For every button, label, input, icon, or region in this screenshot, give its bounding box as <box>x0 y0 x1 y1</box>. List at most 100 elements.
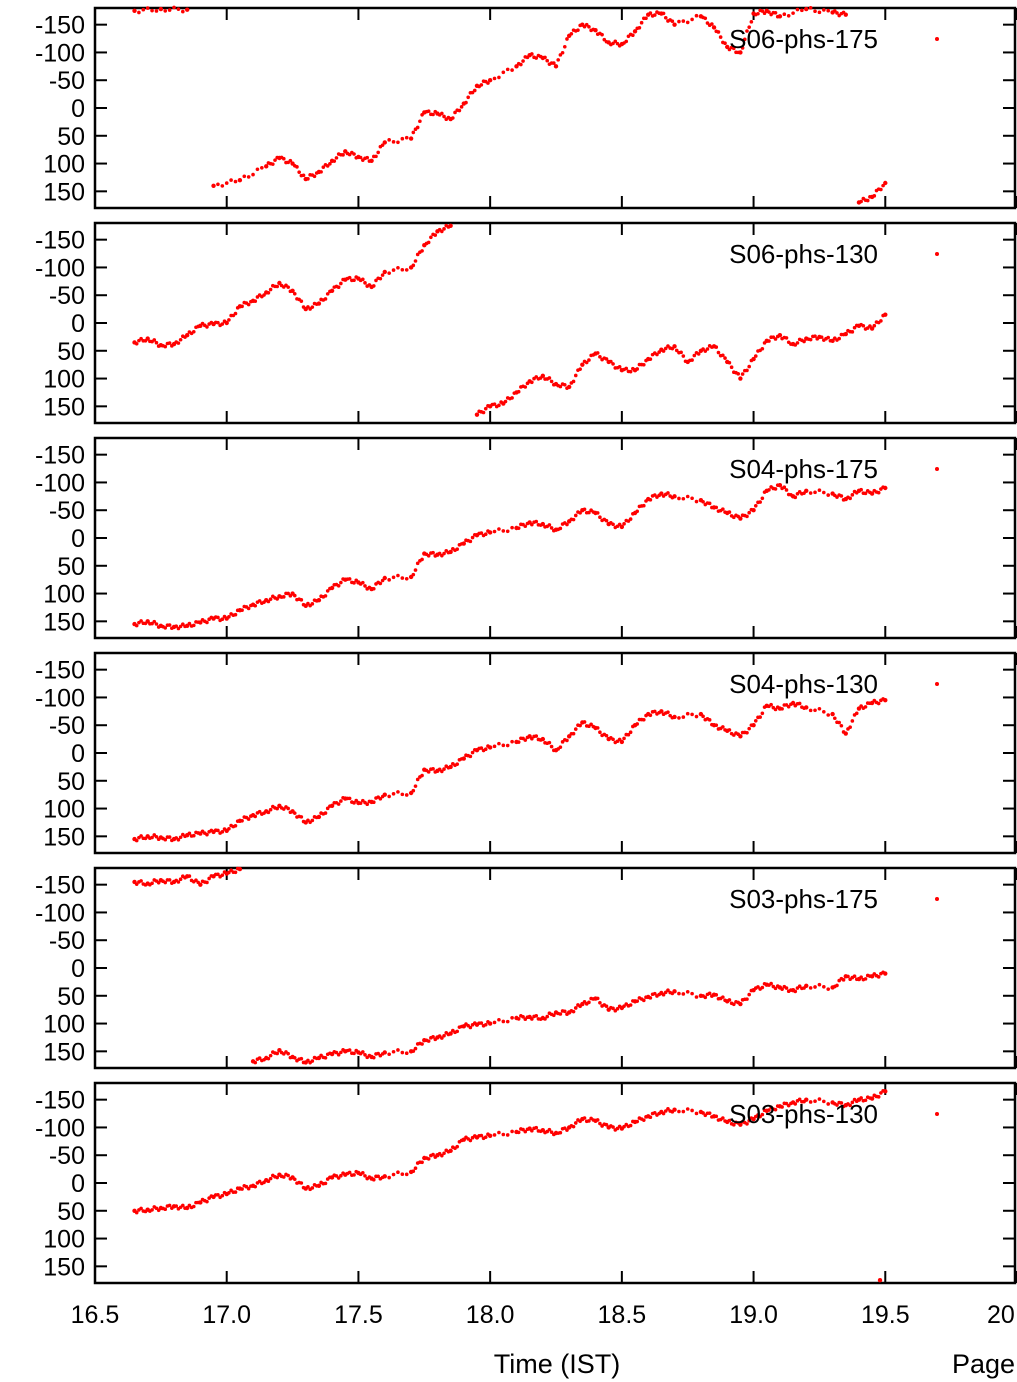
data-point <box>371 586 376 591</box>
data-point <box>558 745 563 749</box>
data-point <box>707 718 712 722</box>
data-point <box>769 702 773 707</box>
data-point <box>216 828 220 833</box>
data-point <box>382 1174 387 1179</box>
data-point <box>472 88 477 93</box>
data-point <box>714 723 719 728</box>
data-point <box>391 1172 396 1177</box>
data-point <box>361 1171 365 1175</box>
data-point <box>310 818 315 823</box>
data-point <box>598 730 602 735</box>
data-point <box>411 263 416 268</box>
data-point <box>433 233 438 237</box>
data-point <box>266 1179 271 1184</box>
data-point <box>747 25 751 29</box>
data-point <box>736 372 741 376</box>
data-point <box>850 330 855 334</box>
data-point <box>505 743 510 748</box>
data-point <box>826 335 831 340</box>
data-point <box>707 991 712 996</box>
data-point <box>760 496 765 501</box>
data-point <box>571 731 576 736</box>
data-point <box>609 359 613 364</box>
data-point <box>323 1181 328 1186</box>
y-tick-label: 0 <box>71 310 85 338</box>
data-point <box>558 1130 563 1135</box>
data-point <box>850 1100 855 1105</box>
data-point <box>418 119 422 124</box>
data-point <box>729 365 734 370</box>
data-point <box>593 28 598 33</box>
data-point <box>387 794 391 799</box>
data-point <box>481 410 486 415</box>
data-point <box>220 830 225 834</box>
legend-marker <box>935 897 939 901</box>
data-point <box>835 1103 839 1107</box>
data-point <box>879 319 883 323</box>
data-point <box>497 1130 501 1135</box>
data-point <box>732 46 736 51</box>
data-point <box>723 41 727 46</box>
data-point <box>510 1129 514 1134</box>
data-point <box>813 1099 817 1104</box>
data-point <box>753 354 758 358</box>
data-point <box>714 505 719 510</box>
data-point <box>701 714 705 719</box>
data-point <box>562 1009 567 1014</box>
x-tick-label: 17.0 <box>202 1301 251 1329</box>
data-point <box>240 304 244 309</box>
data-point <box>325 589 330 593</box>
data-point <box>692 353 697 358</box>
data-point <box>813 985 817 989</box>
data-point <box>185 7 190 12</box>
data-point <box>793 1102 798 1106</box>
data-point <box>703 995 708 1000</box>
data-point <box>492 76 497 81</box>
data-point <box>628 517 633 521</box>
data-point <box>635 1119 640 1124</box>
data-point <box>497 1017 501 1022</box>
data-point <box>681 354 686 358</box>
data-point <box>624 39 629 44</box>
data-point <box>154 834 159 839</box>
data-point <box>483 1022 488 1027</box>
data-point <box>604 1004 609 1009</box>
data-point <box>299 598 304 602</box>
data-point <box>565 738 569 743</box>
data-point <box>617 365 622 369</box>
data-point <box>677 1109 681 1114</box>
data-point <box>595 726 600 730</box>
data-point <box>727 360 732 365</box>
data-point <box>448 1148 453 1153</box>
data-point <box>516 389 521 394</box>
data-point <box>566 734 572 739</box>
data-point <box>872 323 877 328</box>
data-point <box>431 112 435 117</box>
data-point <box>339 1050 343 1055</box>
data-point <box>580 362 585 367</box>
data-point <box>431 1034 435 1039</box>
data-point <box>565 1128 569 1132</box>
data-point <box>797 984 802 989</box>
data-point <box>292 811 297 815</box>
data-point <box>299 299 304 303</box>
data-point <box>837 720 841 725</box>
y-tick-label: -150 <box>35 12 85 40</box>
data-point <box>487 1133 493 1138</box>
data-point <box>268 287 273 292</box>
data-point <box>795 341 800 345</box>
data-point <box>266 291 271 295</box>
data-point <box>163 880 168 885</box>
data-point <box>793 989 798 994</box>
data-point <box>530 380 534 385</box>
data-point <box>154 340 159 345</box>
data-point <box>573 1121 578 1125</box>
data-point <box>663 1109 668 1113</box>
data-point <box>846 974 850 979</box>
y-tick-label: 0 <box>71 740 85 768</box>
data-point <box>813 708 817 713</box>
data-point <box>505 1019 510 1024</box>
data-point <box>174 624 179 628</box>
data-point <box>191 623 196 628</box>
